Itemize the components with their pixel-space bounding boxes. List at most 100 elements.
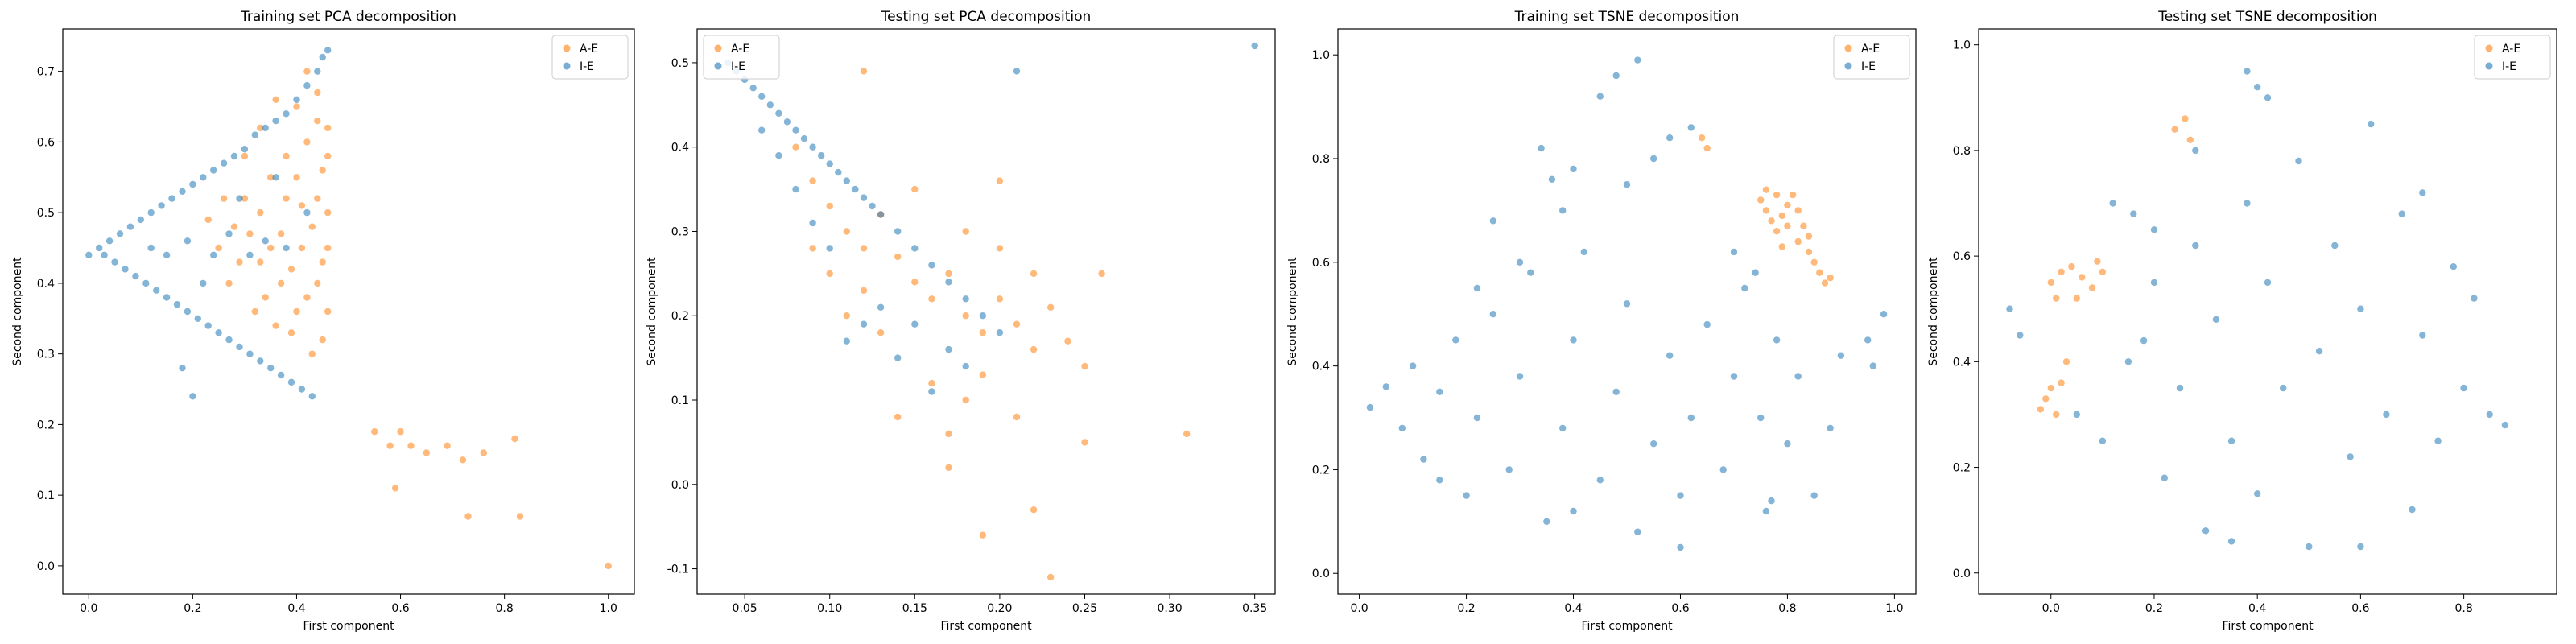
point-a-e-9 (928, 295, 935, 303)
point-i-e-10 (137, 216, 144, 224)
point-i-e-26 (220, 159, 228, 167)
point-i-e-22 (928, 262, 935, 269)
point-a-e-24 (308, 350, 316, 357)
point-a-e-54 (480, 449, 487, 456)
point-a-e-8 (1794, 207, 1802, 214)
legend-marker-i-e (714, 62, 722, 70)
point-i-e-28 (894, 354, 902, 361)
point-i-e-59 (236, 195, 243, 202)
point-a-e-56 (391, 485, 399, 492)
point-a-e-4 (1773, 228, 1781, 235)
point-a-e-12 (2047, 384, 2054, 392)
point-a-e-50 (407, 442, 415, 449)
legend-marker-i-e (563, 62, 571, 70)
point-a-e-18 (1805, 248, 1813, 256)
point-a-e-33 (293, 103, 300, 110)
point-i-e-23 (2368, 120, 2375, 128)
point-i-e-4 (2099, 437, 2107, 444)
point-i-e-40 (293, 96, 300, 103)
point-a-e-3 (257, 124, 264, 132)
y-tick-label: 0.4 (1953, 356, 1971, 369)
point-a-e-37 (324, 152, 332, 160)
point-i-e-5 (111, 258, 118, 266)
point-a-e-33 (1081, 439, 1088, 446)
point-i-e-43 (1570, 165, 1577, 173)
point-a-e-6 (1784, 201, 1791, 209)
point-i-e-23 (945, 279, 952, 286)
point-i-e-21 (1634, 528, 1641, 535)
point-i-e-44 (1596, 93, 1604, 100)
point-i-e-33 (1794, 373, 1802, 380)
x-tick-label: 0.8 (496, 602, 514, 615)
point-a-e-16 (246, 230, 254, 237)
y-tick-label: 0.2 (1953, 462, 1971, 475)
plot-frame (62, 28, 635, 595)
point-i-e-9 (132, 272, 139, 280)
point-a-e-42 (257, 258, 264, 266)
point-i-e-2 (1382, 383, 1390, 390)
point-a-e-6 (293, 174, 300, 181)
point-i-e-4 (1409, 362, 1417, 369)
chart-2: 0.05 0.10 0.15 0.20 0.25 0.30 0.35 -0.1 0.0 0.1 0.… (646, 9, 1276, 633)
point-i-e-7 (122, 266, 129, 273)
point-i-e-16 (1570, 336, 1577, 344)
x-tick-label: 0.6 (1671, 602, 1689, 615)
x-tick-label: 1.0 (1885, 602, 1903, 615)
legend: A-E I-E (703, 35, 780, 80)
point-a-e-17 (236, 258, 243, 266)
point-i-e-37 (277, 371, 285, 379)
x-tick-label: 0.15 (902, 602, 927, 615)
x-tick-label: 0.20 (987, 602, 1012, 615)
point-i-e-55 (200, 279, 207, 287)
point-i-e-9 (1473, 414, 1481, 422)
legend: A-E I-E (1833, 35, 1910, 80)
point-i-e-31 (792, 185, 799, 193)
point-i-e-11 (809, 143, 816, 151)
point-a-e-36 (230, 223, 238, 230)
point-a-e-49 (397, 428, 404, 436)
legend-label-i-e: I-E (731, 60, 745, 73)
point-i-e-36 (1837, 352, 1845, 359)
chart-3: 0.0 0.2 0.4 0.6 0.8 1.0 0.0 0.2 0.4 0.6 0.8 1.0 Trai… (1286, 9, 1917, 633)
point-i-e-7 (1452, 336, 1459, 344)
point-i-e-35 (1827, 424, 1834, 432)
point-a-e-12 (287, 266, 295, 273)
point-i-e-51 (246, 251, 254, 258)
point-i-e-13 (153, 287, 160, 294)
point-i-e-5 (758, 93, 766, 101)
point-a-e-11 (1773, 191, 1781, 199)
point-i-e-17 (860, 194, 868, 201)
point-i-e-21 (911, 245, 919, 252)
legend-label-a-e: A-E (580, 43, 598, 56)
point-a-e-2 (2058, 268, 2065, 275)
point-a-e-28 (1013, 413, 1021, 421)
point-a-e-20 (1778, 243, 1785, 250)
point-a-e-32 (314, 89, 321, 97)
point-a-e-7 (303, 138, 311, 146)
point-i-e-39 (1869, 362, 1876, 369)
point-i-e-41 (1548, 175, 1556, 183)
point-a-e-30 (979, 531, 987, 539)
legend: A-E I-E (551, 35, 629, 80)
point-i-e-18 (179, 188, 186, 195)
y-tick-label: 0.6 (1953, 250, 1971, 263)
point-i-e-25 (979, 312, 987, 320)
point-a-e-34 (283, 195, 290, 202)
point-i-e-59 (1570, 507, 1577, 515)
point-a-e-26 (272, 322, 279, 329)
point-i-e-5 (1420, 456, 1427, 463)
plot-frame (1978, 28, 2557, 595)
y-tick-label: 0.4 (37, 278, 55, 291)
point-a-e-53 (459, 456, 467, 464)
point-i-e-20 (894, 228, 902, 235)
y-tick-label: -0.1 (667, 564, 689, 576)
legend-marker-i-e (2485, 62, 2493, 70)
point-a-e-36 (826, 270, 833, 278)
point-a-e-28 (251, 308, 258, 316)
point-i-e-10 (2202, 527, 2210, 535)
point-i-e-19 (1612, 388, 1620, 395)
point-a-e-46 (314, 195, 321, 202)
point-i-e-42 (1559, 207, 1567, 214)
point-i-e-27 (1719, 466, 1727, 473)
point-a-e-3 (826, 202, 833, 210)
